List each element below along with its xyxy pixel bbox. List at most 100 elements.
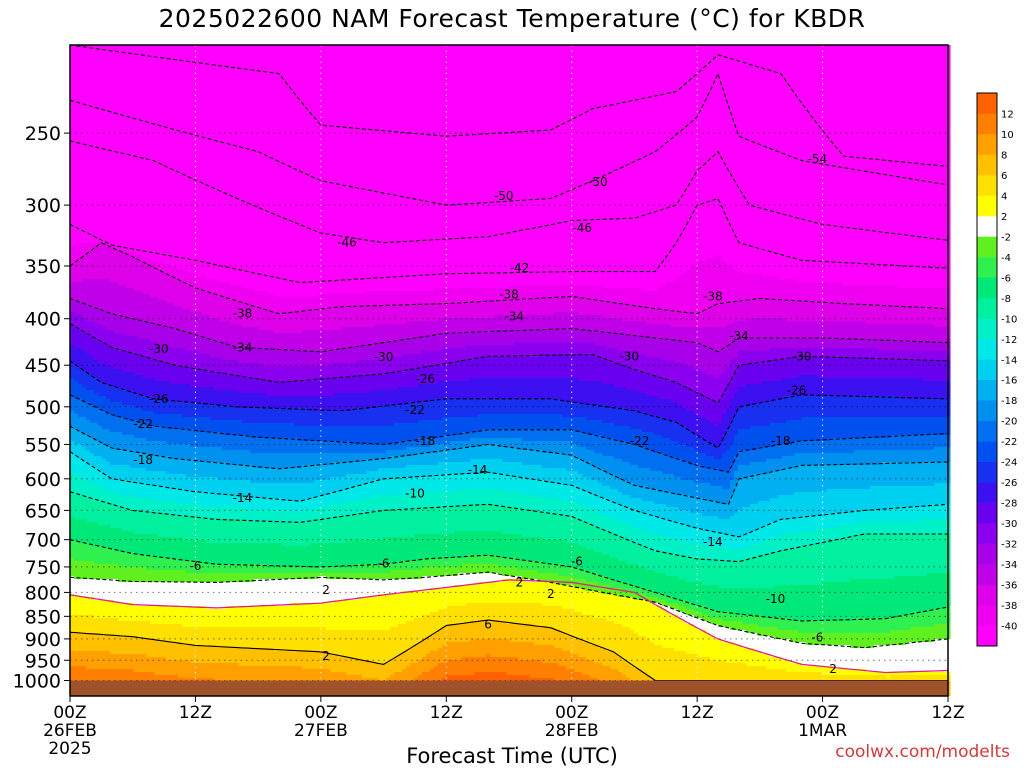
temperature-band-cell — [530, 342, 535, 358]
temperature-band-cell — [278, 408, 283, 424]
temperature-band-cell — [806, 492, 811, 517]
temperature-band-cell — [666, 576, 671, 598]
temperature-band-cell — [334, 567, 339, 574]
temperature-band-cell — [574, 567, 579, 580]
temperature-band-cell — [678, 45, 683, 277]
temperature-band-cell — [462, 417, 467, 433]
temperature-band-cell — [318, 603, 323, 628]
temperature-band-cell — [346, 45, 351, 295]
temperature-band-cell — [134, 375, 139, 394]
temperature-band-cell — [814, 621, 819, 634]
temperature-band-cell — [162, 300, 167, 328]
temperature-band-cell — [126, 465, 131, 481]
temperature-band-cell — [422, 492, 427, 508]
temperature-band-cell — [734, 435, 739, 457]
temperature-band-cell — [174, 570, 179, 583]
temperature-band-cell — [198, 387, 203, 403]
temperature-band-cell — [558, 441, 563, 454]
temperature-band-cell — [402, 45, 407, 292]
temperature-band-cell — [438, 351, 443, 367]
temperature-band-cell — [282, 501, 287, 511]
temperature-band-cell — [110, 504, 115, 529]
temperature-band-cell — [582, 489, 587, 508]
temperature-band-cell — [238, 435, 243, 451]
temperature-band-cell — [790, 468, 795, 496]
temperature-band-cell — [110, 330, 115, 349]
temperature-band-cell — [326, 45, 331, 295]
temperature-band-cell — [122, 405, 127, 418]
temperature-band-cell — [126, 669, 131, 688]
temperature-band-cell — [646, 489, 651, 502]
temperature-band-cell — [90, 522, 95, 547]
temperature-band-cell — [842, 453, 847, 466]
temperature-band-cell — [106, 384, 111, 400]
temperature-band-cell — [574, 417, 579, 433]
temperature-band-cell — [130, 531, 135, 553]
temperature-band-cell — [430, 507, 435, 535]
temperature-band-cell — [726, 588, 731, 613]
temperature-band-cell — [222, 282, 227, 298]
temperature-band-cell — [262, 330, 267, 349]
temperature-band-cell — [794, 453, 799, 469]
temperature-band-cell — [138, 621, 143, 640]
temperature-band-cell — [650, 570, 655, 592]
temperature-band-cell — [514, 357, 519, 379]
temperature-band-cell — [298, 501, 303, 514]
temperature-band-cell — [478, 621, 483, 640]
temperature-band-cell — [490, 657, 495, 673]
temperature-band-cell — [562, 297, 567, 313]
temperature-band-cell — [706, 657, 711, 682]
temperature-band-cell — [354, 579, 359, 601]
temperature-band-cell — [642, 513, 647, 532]
temperature-band-cell — [334, 543, 339, 568]
temperature-band-cell — [410, 456, 415, 466]
temperature-band-cell — [642, 291, 647, 307]
temperature-band-cell — [390, 627, 395, 661]
temperature-band-cell — [506, 576, 511, 580]
temperature-band-cell — [398, 468, 403, 478]
temperature-band-cell — [290, 666, 295, 685]
temperature-band-cell — [126, 654, 131, 670]
temperature-band-cell — [578, 417, 583, 433]
temperature-band-cell — [674, 327, 679, 340]
temperature-band-cell — [570, 354, 575, 379]
temperature-band-cell — [634, 564, 639, 589]
temperature-band-cell — [822, 378, 827, 397]
temperature-band-cell — [346, 600, 351, 631]
temperature-band-cell — [490, 564, 495, 574]
temperature-band-cell — [150, 624, 155, 640]
temperature-band-cell — [710, 501, 715, 517]
temperature-band-cell — [70, 492, 75, 517]
temperature-band-cell — [470, 288, 475, 304]
temperature-band-cell — [234, 573, 239, 583]
temperature-band-cell — [522, 378, 527, 400]
temperature-band-cell — [434, 288, 439, 304]
temperature-band-cell — [146, 570, 151, 583]
temperature-band-cell — [246, 480, 251, 499]
temperature-band-cell — [494, 504, 499, 532]
temperature-band-cell — [834, 417, 839, 439]
temperature-band-cell — [842, 303, 847, 322]
temperature-band-cell — [222, 573, 227, 583]
temperature-band-cell — [290, 522, 295, 547]
temperature-band-cell — [554, 453, 559, 469]
temperature-band-cell — [794, 621, 799, 631]
temperature-band-cell — [362, 513, 367, 541]
temperature-band-cell — [694, 606, 699, 613]
temperature-band-cell — [538, 429, 543, 442]
temperature-band-cell — [458, 303, 463, 319]
temperature-band-cell — [206, 492, 211, 508]
temperature-band-cell — [418, 507, 423, 535]
temperature-band-cell — [630, 321, 635, 337]
temperature-band-cell — [322, 603, 327, 628]
temperature-band-cell — [370, 540, 375, 565]
temperature-band-cell — [430, 321, 435, 337]
temperature-band-cell — [234, 420, 239, 436]
temperature-band-cell — [202, 369, 207, 388]
temperature-band-cell — [394, 537, 399, 565]
temperature-band-cell — [414, 561, 419, 571]
temperature-band-cell — [786, 456, 791, 469]
temperature-band-cell — [566, 456, 571, 472]
temperature-band-cell — [478, 414, 483, 433]
temperature-band-cell — [750, 450, 755, 463]
